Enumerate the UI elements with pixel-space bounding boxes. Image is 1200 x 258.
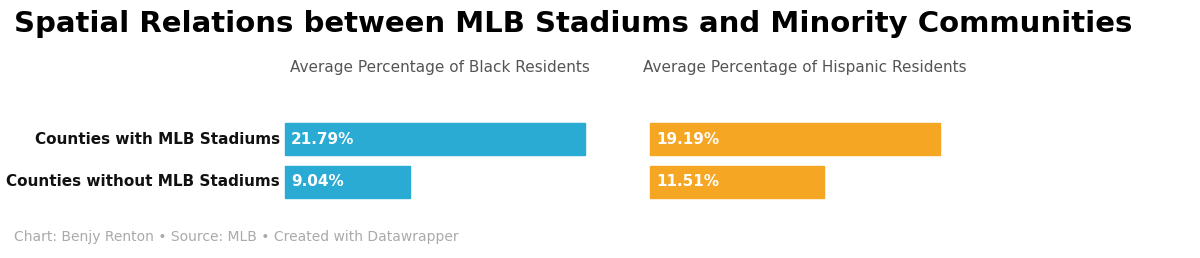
Text: Spatial Relations between MLB Stadiums and Minority Communities: Spatial Relations between MLB Stadiums a…: [14, 10, 1133, 38]
Text: 21.79%: 21.79%: [292, 132, 354, 147]
Bar: [650, 123, 940, 155]
Text: 9.04%: 9.04%: [292, 174, 343, 189]
Text: Average Percentage of Black Residents: Average Percentage of Black Residents: [290, 60, 590, 75]
Text: Counties with MLB Stadiums: Counties with MLB Stadiums: [35, 132, 280, 147]
Text: 19.19%: 19.19%: [656, 132, 719, 147]
Bar: [286, 166, 409, 198]
Text: Chart: Benjy Renton • Source: MLB • Created with Datawrapper: Chart: Benjy Renton • Source: MLB • Crea…: [14, 230, 458, 244]
Bar: [650, 166, 824, 198]
Bar: [286, 123, 586, 155]
Text: 11.51%: 11.51%: [656, 174, 719, 189]
Text: Average Percentage of Hispanic Residents: Average Percentage of Hispanic Residents: [643, 60, 967, 75]
Text: Counties without MLB Stadiums: Counties without MLB Stadiums: [6, 174, 280, 189]
